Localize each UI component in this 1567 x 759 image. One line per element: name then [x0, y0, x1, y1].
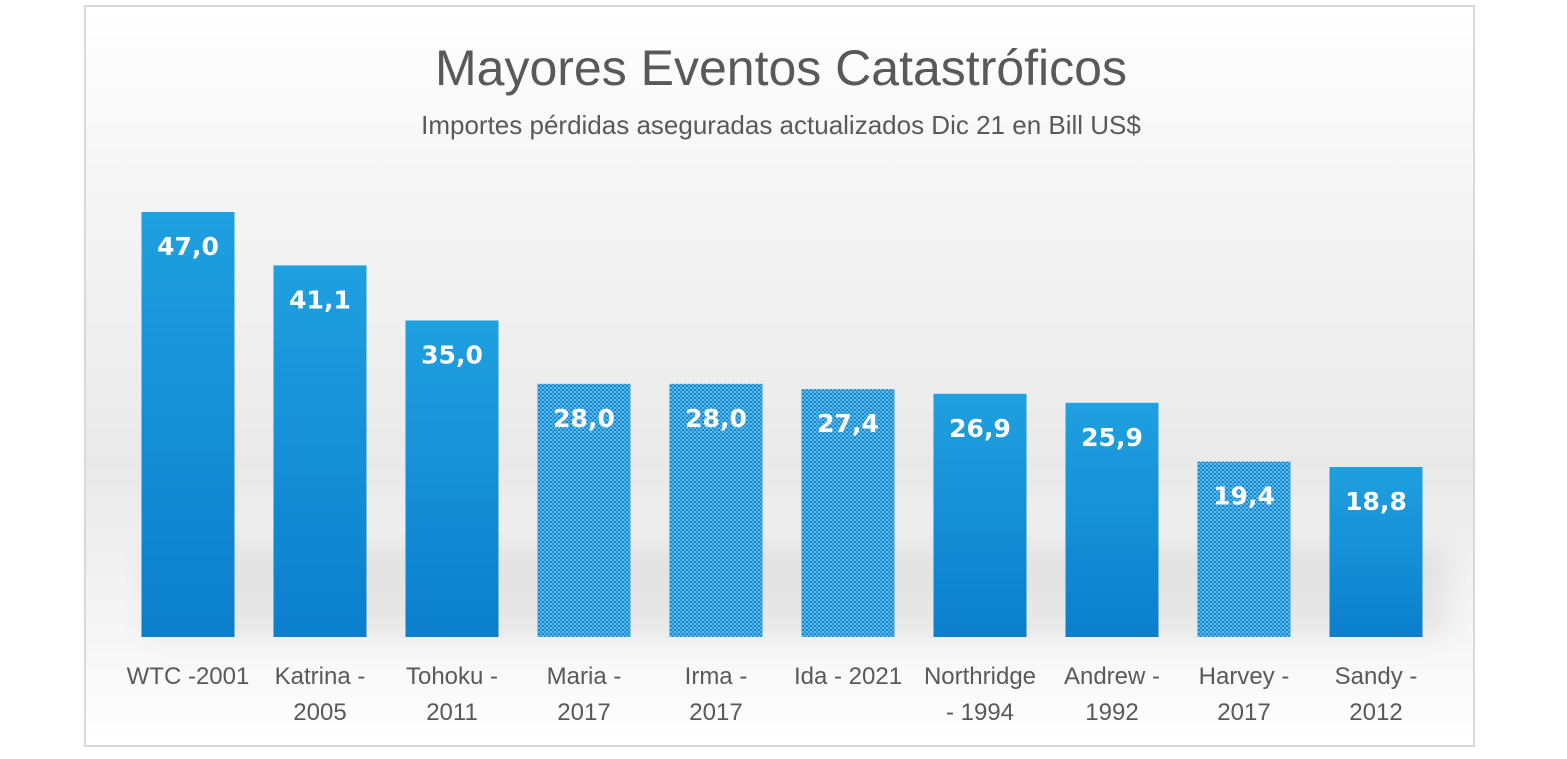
chart-title: Mayores Eventos Catastróficos	[435, 40, 1127, 96]
category-label-3-line-1: Tohoku -	[406, 663, 498, 690]
category-labels-group: WTC -2001 Katrina - 2005 Tohoku - 2011 Maria …	[127, 663, 1418, 726]
data-label-7: 26,9	[949, 414, 1011, 443]
category-label-4-line-2: 2017	[557, 699, 610, 726]
data-label-1: 47,0	[157, 232, 219, 261]
bar-6	[801, 389, 895, 637]
bar-7	[933, 393, 1027, 637]
data-labels-group: 47,0 41,1 35,0 28,0 28,0 27,4 26,9 25,9 19,4 18,8	[157, 232, 1407, 516]
category-label-8-line-2: 1992	[1085, 699, 1138, 726]
category-label-1: WTC -2001	[127, 663, 250, 690]
bars-group	[141, 212, 1423, 637]
data-label-8: 25,9	[1081, 423, 1143, 452]
data-label-3: 35,0	[421, 341, 483, 370]
category-label-6: Ida - 2021	[794, 663, 902, 690]
category-label-5-line-1: Irma -	[685, 663, 748, 690]
bar-1	[141, 212, 235, 637]
chart-subtitle: Importes pérdidas aseguradas actualizado…	[421, 110, 1141, 140]
data-label-10: 18,8	[1345, 487, 1407, 516]
category-label-9-line-2: 2017	[1217, 699, 1270, 726]
data-label-2: 41,1	[289, 285, 351, 314]
category-label-5-line-2: 2017	[689, 699, 742, 726]
bar-chart: Mayores Eventos Catastróficos Importes p…	[127, 40, 1446, 726]
bar-9	[1197, 461, 1291, 637]
bar-10	[1329, 467, 1423, 637]
category-label-3-line-2: 2011	[426, 699, 478, 726]
category-label-10-line-2: 2012	[1349, 699, 1402, 726]
category-label-2-line-2: 2005	[293, 699, 346, 726]
bar-3	[405, 320, 499, 637]
category-label-4-line-1: Maria -	[547, 663, 622, 690]
bar-4	[537, 383, 631, 637]
category-label-7-line-1: Northridge	[924, 663, 1036, 690]
category-label-10-line-1: Sandy -	[1335, 663, 1418, 690]
chart-frame: Mayores Eventos Catastróficos Importes p…	[84, 5, 1475, 747]
category-label-9-line-1: Harvey -	[1199, 663, 1290, 690]
category-label-7-line-2: - 1994	[946, 699, 1014, 726]
category-label-8-line-1: Andrew -	[1064, 663, 1160, 690]
bar-5	[669, 383, 763, 637]
bar-8	[1065, 402, 1159, 637]
category-label-2-line-1: Katrina -	[275, 663, 366, 690]
data-label-5: 28,0	[685, 404, 747, 433]
data-label-6: 27,4	[817, 409, 879, 438]
data-label-9: 19,4	[1213, 482, 1275, 511]
data-label-4: 28,0	[553, 404, 615, 433]
bar-2	[273, 265, 367, 637]
